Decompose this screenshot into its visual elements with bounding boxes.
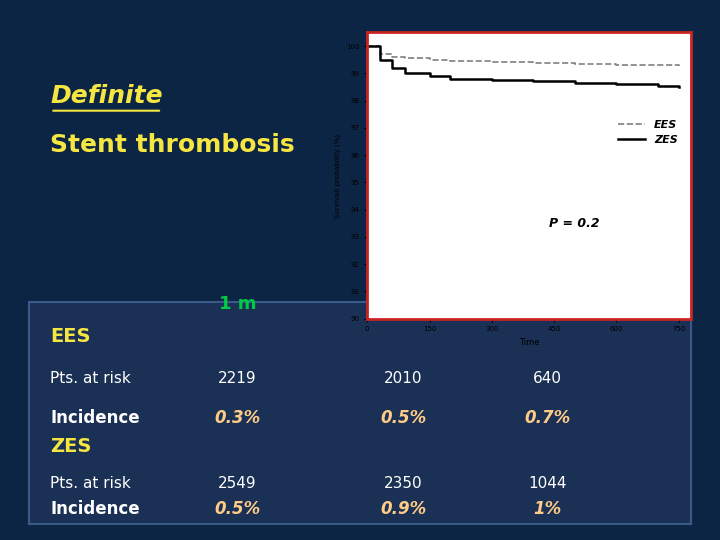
- Text: Definite: Definite: [50, 84, 163, 108]
- Text: 1%: 1%: [533, 501, 562, 518]
- Legend: EES, ZES: EES, ZES: [613, 116, 683, 150]
- Text: 640: 640: [533, 371, 562, 386]
- Text: EES: EES: [50, 327, 91, 346]
- Text: 2350: 2350: [384, 476, 423, 491]
- Text: 0.3%: 0.3%: [215, 409, 261, 427]
- Text: 2219: 2219: [218, 371, 257, 386]
- Text: P = 0.2: P = 0.2: [549, 217, 599, 230]
- Text: Pts. at risk: Pts. at risk: [50, 371, 131, 386]
- Text: 0.9%: 0.9%: [380, 501, 426, 518]
- Text: 0.5%: 0.5%: [215, 501, 261, 518]
- X-axis label: Time: Time: [519, 338, 539, 347]
- Text: 0.7%: 0.7%: [524, 409, 570, 427]
- Text: Stent thrombosis: Stent thrombosis: [50, 133, 295, 157]
- Text: 1 m: 1 m: [219, 295, 256, 313]
- Text: ZES: ZES: [50, 437, 91, 456]
- Y-axis label: Survivall probability (%): Survivall probability (%): [334, 133, 341, 218]
- Text: 24 m: 24 m: [522, 295, 572, 313]
- Text: Incidence: Incidence: [50, 409, 140, 427]
- Text: 1044: 1044: [528, 476, 567, 491]
- Text: Incidence: Incidence: [50, 501, 140, 518]
- FancyBboxPatch shape: [29, 302, 691, 524]
- Text: 12 m: 12 m: [378, 295, 428, 313]
- Text: 2010: 2010: [384, 371, 423, 386]
- Text: Pts. at risk: Pts. at risk: [50, 476, 131, 491]
- Text: 0.5%: 0.5%: [380, 409, 426, 427]
- Text: 2549: 2549: [218, 476, 257, 491]
